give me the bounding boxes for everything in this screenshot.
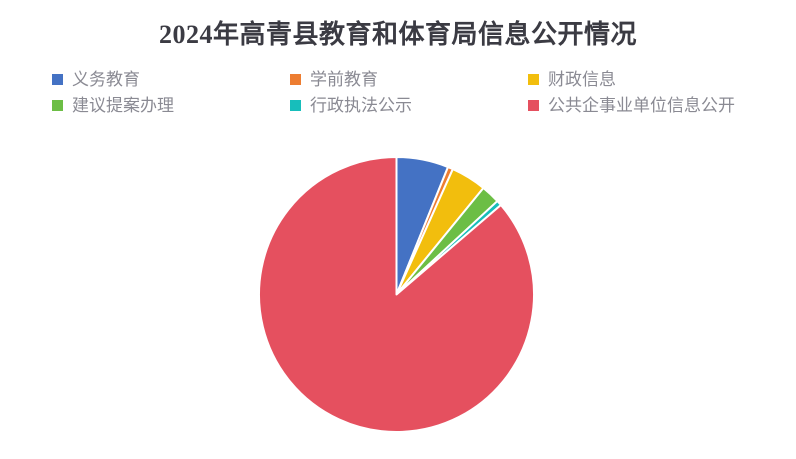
legend-swatch-icon <box>528 73 539 85</box>
chart-legend: 义务教育 学前教育 财政信息 建议提案办理 行政执法公示 公共企事业单位信息公开 <box>52 66 772 118</box>
legend-item-yiwujiaoyu[interactable]: 义务教育 <box>52 66 290 92</box>
legend-item-label: 学前教育 <box>310 69 378 89</box>
legend-item-label: 财政信息 <box>548 69 616 89</box>
legend-item-label: 义务教育 <box>72 69 140 89</box>
legend-swatch-icon <box>290 99 301 111</box>
pie-svg <box>259 157 534 432</box>
legend-item-caizhengxinxi[interactable]: 财政信息 <box>528 66 772 92</box>
legend-item-xueqianjiaoyu[interactable]: 学前教育 <box>290 66 528 92</box>
legend-swatch-icon <box>52 73 63 85</box>
legend-item-xingzhengzhifagongshi[interactable]: 行政执法公示 <box>290 92 528 118</box>
legend-item-label: 行政执法公示 <box>310 95 412 115</box>
legend-swatch-icon <box>528 99 539 111</box>
legend-item-jianyitianbanli[interactable]: 建议提案办理 <box>52 92 290 118</box>
pie-slice[interactable] <box>259 157 534 432</box>
legend-item-label: 建议提案办理 <box>72 95 174 115</box>
chart-title: 2024年高青县教育和体育局信息公开情况 <box>158 20 637 49</box>
legend-swatch-icon <box>52 99 63 111</box>
legend-swatch-icon <box>290 73 301 85</box>
pie-slice-group <box>259 157 534 432</box>
legend-item-gonggongqishiye[interactable]: 公共企事业单位信息公开 <box>528 92 772 118</box>
legend-item-label: 公共企事业单位信息公开 <box>548 95 735 115</box>
pie-plot-area <box>259 157 534 432</box>
